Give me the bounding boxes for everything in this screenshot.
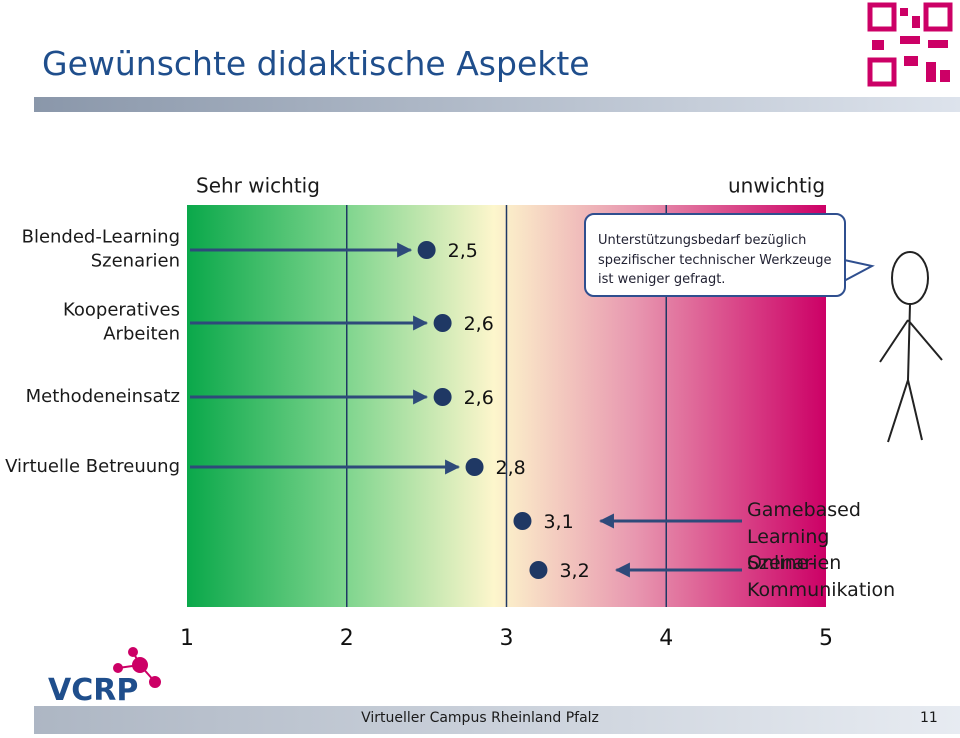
scale-right-label: unwichtig — [728, 173, 826, 198]
value-label: 2,6 — [464, 387, 494, 409]
category-label: Blended-Learning Szenarien — [21, 226, 180, 272]
category-label: Gamebased Learning Szenarien — [747, 499, 861, 575]
header-band — [34, 97, 960, 112]
x-tick-label: 4 — [659, 626, 673, 651]
value-label: 2,8 — [496, 457, 526, 479]
category-label: Kooperatives Arbeiten — [62, 299, 180, 345]
stick-figure — [879, 251, 943, 443]
scale-left-label: Sehr wichtig — [196, 173, 320, 198]
logo-text: VCRP — [48, 673, 138, 708]
callout: Unterstützungsbedarf bezüglich spezifisc… — [584, 213, 846, 297]
x-tick-label: 3 — [500, 626, 514, 651]
dot — [529, 561, 548, 579]
value-label: 2,5 — [448, 240, 478, 262]
value-label: 2,6 — [464, 313, 494, 335]
dot — [433, 314, 452, 332]
footer-band — [34, 706, 960, 734]
category-label: Methodeneinsatz — [25, 385, 180, 407]
x-tick-label: 2 — [340, 626, 354, 651]
value-label: 3,2 — [559, 560, 589, 582]
dot — [465, 458, 484, 476]
x-tick-label: 5 — [819, 626, 833, 651]
value-label: 3,1 — [543, 511, 573, 533]
logo-graphic — [113, 647, 161, 688]
dot — [513, 512, 532, 530]
slide-title: Gewünschte didaktische Aspekte — [42, 44, 590, 83]
x-tick-label: 1 — [180, 626, 194, 651]
category-label: Online-Kommunikation — [747, 552, 896, 601]
dot — [433, 388, 452, 406]
qr-code — [867, 2, 953, 87]
page-number: 11 — [920, 710, 938, 726]
dot — [417, 241, 436, 259]
footer: Virtueller Campus Rheinland Pfalz — [361, 710, 599, 726]
category-label: Virtuelle Betreuung — [5, 455, 180, 477]
